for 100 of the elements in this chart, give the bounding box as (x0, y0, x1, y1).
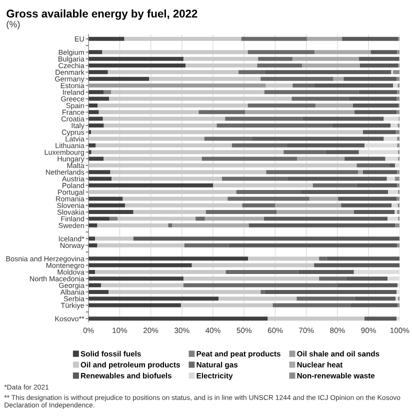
bar (364, 316, 397, 321)
bar (218, 296, 297, 301)
bar (264, 70, 392, 74)
bar (397, 183, 400, 188)
bar (222, 176, 288, 181)
bar (95, 270, 226, 274)
bar (260, 76, 334, 81)
bar (354, 110, 397, 114)
bar (370, 50, 398, 54)
bar (88, 243, 98, 248)
bar (204, 216, 264, 221)
bar (338, 196, 397, 201)
bar (88, 216, 110, 221)
bar (397, 303, 400, 308)
bar (314, 50, 371, 54)
bar (319, 276, 346, 281)
bar (248, 103, 316, 108)
bar (292, 56, 359, 61)
bar (333, 76, 344, 81)
bar (228, 243, 398, 248)
bar (358, 56, 400, 61)
bar (102, 50, 248, 54)
bar (394, 223, 400, 228)
bar (226, 270, 298, 274)
bar (396, 296, 398, 301)
bar (88, 56, 184, 61)
bar (397, 170, 400, 174)
bar (241, 36, 307, 41)
bar (389, 163, 395, 168)
bar (88, 296, 219, 301)
bar (319, 256, 327, 261)
bar (206, 210, 277, 214)
bar (275, 203, 342, 208)
bar (109, 96, 292, 101)
bar (292, 96, 349, 101)
bar (101, 283, 184, 288)
bar (110, 170, 266, 174)
bar (344, 156, 386, 161)
bar (91, 150, 284, 154)
bar (396, 130, 400, 134)
bar (362, 130, 396, 134)
bar (284, 150, 326, 154)
bar (88, 90, 104, 94)
bar (88, 223, 98, 228)
bar (252, 136, 384, 141)
bar (184, 243, 229, 248)
bar (302, 64, 360, 68)
bar (88, 70, 108, 74)
bar (296, 296, 355, 301)
bar (264, 290, 397, 294)
bar (88, 156, 104, 161)
bar (360, 64, 398, 68)
bar (306, 36, 342, 41)
bar (344, 76, 397, 81)
bar (88, 263, 192, 268)
bar (88, 270, 96, 274)
bar (248, 50, 315, 54)
bar (396, 110, 400, 114)
bar (225, 116, 302, 121)
bar (122, 196, 228, 201)
text: (%) (6, 20, 20, 30)
bar (356, 183, 398, 188)
bar (266, 170, 358, 174)
bar (248, 256, 320, 261)
bar (124, 203, 242, 208)
bar (288, 176, 387, 181)
bar (394, 176, 400, 181)
bar (88, 183, 214, 188)
bar (397, 243, 400, 248)
bar (302, 116, 384, 121)
bar (88, 76, 150, 81)
bar (204, 136, 252, 141)
bar (196, 216, 205, 221)
bar (316, 103, 353, 108)
bar (337, 283, 398, 288)
bar (192, 263, 314, 268)
bar (396, 76, 400, 81)
bar (384, 116, 399, 121)
bar (325, 150, 359, 154)
bar (238, 70, 265, 74)
bar (242, 203, 276, 208)
bar (393, 70, 400, 74)
chart-title: Gross available energy by fuel, 2022 (6, 9, 198, 20)
bar (236, 190, 300, 194)
bar (183, 283, 338, 288)
bar (198, 110, 246, 114)
bar (397, 136, 400, 141)
bar (88, 303, 181, 308)
bar (88, 236, 96, 241)
bar (388, 216, 398, 221)
bar (348, 96, 397, 101)
bar (172, 223, 249, 228)
bar (88, 103, 98, 108)
bar (248, 223, 395, 228)
bar (133, 236, 400, 241)
bar (264, 90, 359, 94)
bar (88, 36, 124, 41)
bar (341, 203, 392, 208)
bar (258, 56, 293, 61)
bar (314, 263, 400, 268)
